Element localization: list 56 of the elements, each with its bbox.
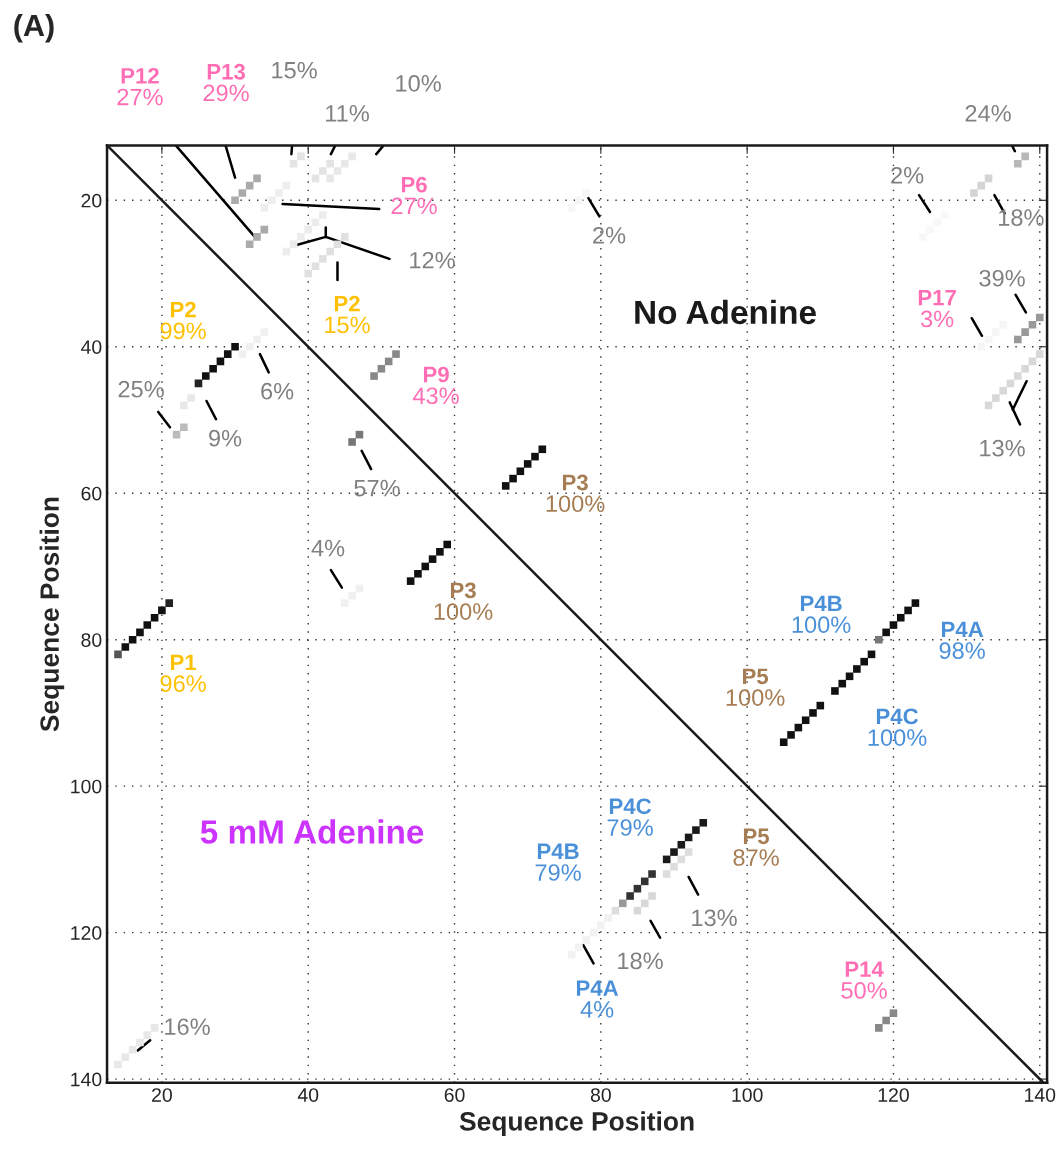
annotation: P3 100% <box>434 582 493 620</box>
annotation: P6 27% <box>391 176 437 215</box>
y-tick-label: 20 <box>81 193 102 208</box>
chart-title: (A) <box>14 13 54 43</box>
annotation: 18% <box>618 952 663 970</box>
x-tick-label: 100 <box>732 1088 763 1102</box>
y-tick-label: 120 <box>71 926 102 940</box>
annotation: P2 99% <box>160 301 206 340</box>
annotation: P2 15% <box>325 295 370 334</box>
annotation: 13% <box>692 909 737 927</box>
annotation: P4A 98% <box>939 621 985 659</box>
annotation: P4B 79% <box>535 843 581 881</box>
annotation: P14 50% <box>841 961 887 999</box>
annotation: 18% <box>999 209 1044 226</box>
annotation: No Adenine <box>635 299 816 325</box>
annotation: 57% <box>354 479 400 497</box>
y-tick-label: 80 <box>81 633 102 647</box>
annotation: P4C 79% <box>607 798 653 836</box>
text: 24% <box>965 105 1011 122</box>
text: 10% <box>396 75 441 92</box>
text: P12 27% <box>117 67 163 106</box>
annotation: 13% <box>980 439 1025 457</box>
text: 15% <box>272 61 317 79</box>
annotation: P9 43% <box>412 366 459 405</box>
annotation: P17 3% <box>918 290 956 328</box>
y-tick-label: 60 <box>81 486 102 501</box>
annotation: P5 87% <box>733 828 779 866</box>
annotation: 39% <box>979 269 1025 287</box>
y-tick-label: 140 <box>71 1072 102 1087</box>
x-tick-label: 120 <box>878 1088 909 1102</box>
x-axis-title: Sequence Position <box>459 1111 694 1136</box>
annotation: 12% <box>410 251 455 269</box>
text: P13 29% <box>203 63 249 102</box>
x-tick-label: 60 <box>444 1088 465 1102</box>
text: 11% <box>326 105 369 122</box>
annotation: P5 100% <box>726 668 785 706</box>
annotation: P4B 100% <box>792 595 851 634</box>
x-tick-label: 40 <box>297 1088 319 1102</box>
annotation: P4C 100% <box>868 708 927 746</box>
x-tick-label: 80 <box>590 1088 611 1102</box>
annotation: 2% <box>891 166 924 184</box>
y-tick-label: 40 <box>81 340 102 354</box>
annotation: 25% <box>118 380 164 398</box>
x-tick-label: 140 <box>1025 1088 1056 1102</box>
annotation: P4A 4% <box>576 980 619 1018</box>
annotation: P3 100% <box>546 474 605 513</box>
y-tick-label: 100 <box>71 779 102 794</box>
x-tick-label: 20 <box>152 1088 172 1102</box>
y-axis-title: Sequence Position <box>39 497 65 732</box>
annotation: 4% <box>311 539 345 557</box>
annotation: P1 96% <box>160 654 206 692</box>
annotation: 5 mM Adenine <box>200 819 424 844</box>
annotation: 9% <box>209 429 242 447</box>
annotation: 6% <box>261 382 294 400</box>
annotation: 2% <box>593 226 626 244</box>
annotation: 16% <box>165 1018 210 1036</box>
